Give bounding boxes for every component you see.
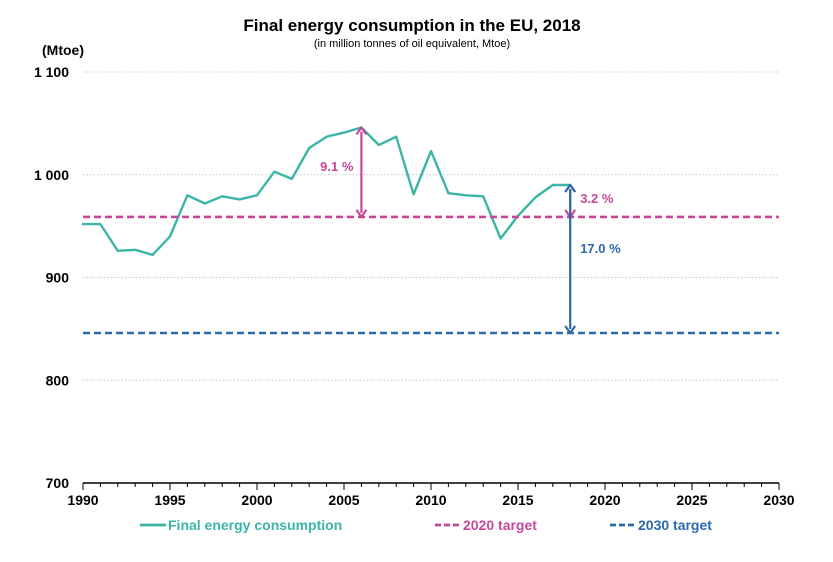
x-axis-ticks: 1990 1995 2000 2005 2010 2015 2020 2025 2030 xyxy=(67,492,794,508)
x-tick-label: 2000 xyxy=(241,492,272,508)
series-lines xyxy=(81,126,779,335)
chart-subtitle: (in million tonnes of oil equivalent, Mt… xyxy=(314,38,510,50)
legend-item: 2020 target xyxy=(435,517,537,533)
consumption-line xyxy=(81,126,572,257)
x-tick-label: 2015 xyxy=(502,492,533,508)
x-tick-label: 2005 xyxy=(328,492,359,508)
y-axis-unit-label: (Mtoe) xyxy=(42,42,84,58)
annotations: 9.1 % 3.2 % 17.0 % xyxy=(320,126,621,335)
annotation-arrowhead-bottom xyxy=(564,325,577,335)
y-tick-label: 800 xyxy=(46,372,70,388)
x-tick-label: 1995 xyxy=(154,492,185,508)
annotation-label: 9.1 % xyxy=(320,159,354,174)
legend-item: 2030 target xyxy=(610,517,712,533)
legend-label: 2030 target xyxy=(638,517,712,533)
annotation-arrowhead-top xyxy=(355,126,368,136)
annotation-17-percent: 17.0 % xyxy=(564,183,621,335)
y-tick-label: 900 xyxy=(46,270,70,286)
annotation-label: 3.2 % xyxy=(580,191,614,206)
annotation-arrowhead-bottom xyxy=(355,209,368,218)
annotation-arrowhead-top xyxy=(564,183,577,193)
x-axis xyxy=(82,482,780,490)
x-tick-label: 1990 xyxy=(67,492,98,508)
y-axis-ticks: 700 800 900 1 000 1 100 xyxy=(34,64,69,491)
annotation-9-1-percent: 9.1 % xyxy=(320,126,368,218)
legend-label: 2020 target xyxy=(463,517,537,533)
annotation-label: 17.0 % xyxy=(580,241,621,256)
y-tick-label: 700 xyxy=(46,475,70,491)
legend: Final energy consumption 2020 target 2030 … xyxy=(140,517,712,533)
x-tick-label: 2030 xyxy=(763,492,794,508)
y-tick-label: 1 000 xyxy=(34,167,69,183)
chart-title: Final energy consumption in the EU, 2018 xyxy=(243,16,580,35)
legend-item: Final energy consumption xyxy=(140,517,342,533)
grid-lines xyxy=(83,71,779,381)
x-tick-label: 2020 xyxy=(589,492,620,508)
x-tick-label: 2010 xyxy=(415,492,446,508)
x-tick-label: 2025 xyxy=(676,492,707,508)
legend-label: Final energy consumption xyxy=(168,517,342,533)
y-tick-label: 1 100 xyxy=(34,64,69,80)
